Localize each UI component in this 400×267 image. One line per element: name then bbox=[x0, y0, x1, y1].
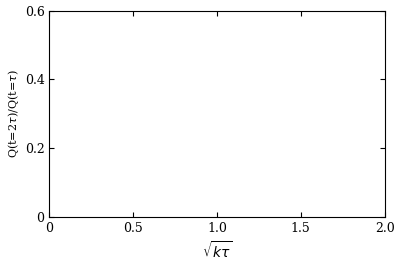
X-axis label: $\sqrt{k\tau}$: $\sqrt{k\tau}$ bbox=[202, 241, 232, 261]
Y-axis label: Q(t=2$\tau$)/Q(t=$\tau$): Q(t=2$\tau$)/Q(t=$\tau$) bbox=[6, 69, 20, 158]
